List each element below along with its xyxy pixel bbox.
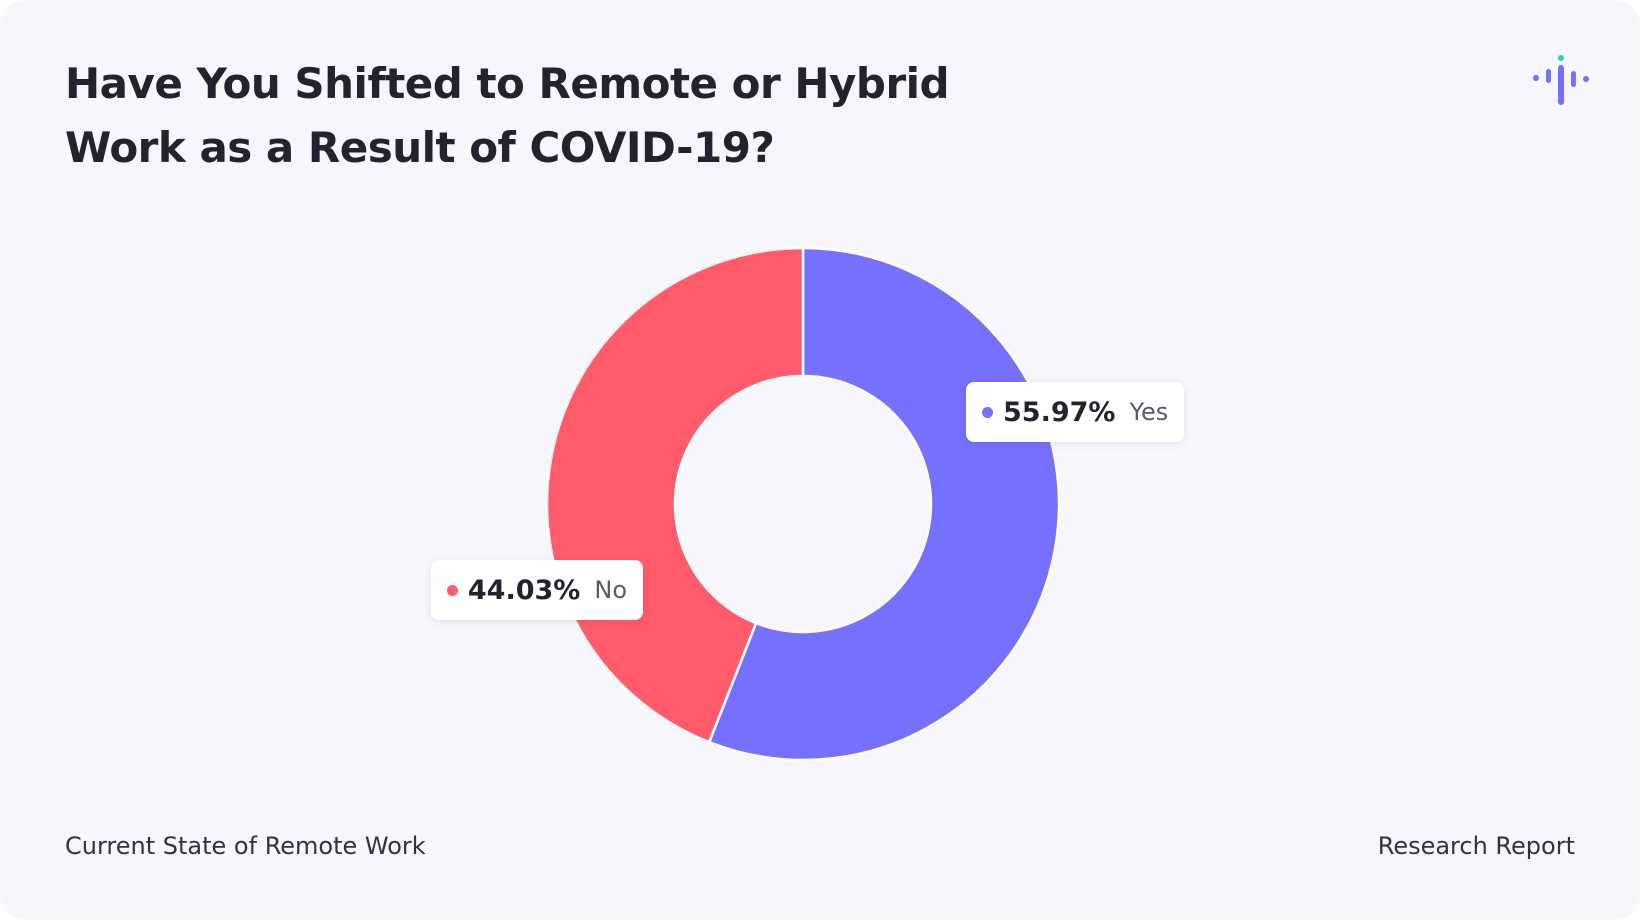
data-label: 55.97% Yes (966, 382, 1185, 442)
value-label: 44.03% (467, 574, 581, 606)
legend-dot (982, 406, 993, 418)
value-label: 55.97% (1003, 396, 1116, 428)
legend-dot (446, 584, 458, 596)
category-label: Yes (1129, 398, 1169, 426)
chart-title: Have You Shifted to Remote or Hybrid Wor… (65, 59, 950, 172)
category-label: No (594, 576, 627, 604)
footnote: Current State of Remote Work (65, 832, 426, 860)
source: Research Report (1377, 832, 1575, 860)
data-label: 44.03% No (430, 560, 643, 620)
slice (707, 246, 1061, 762)
logo (1533, 55, 1589, 105)
